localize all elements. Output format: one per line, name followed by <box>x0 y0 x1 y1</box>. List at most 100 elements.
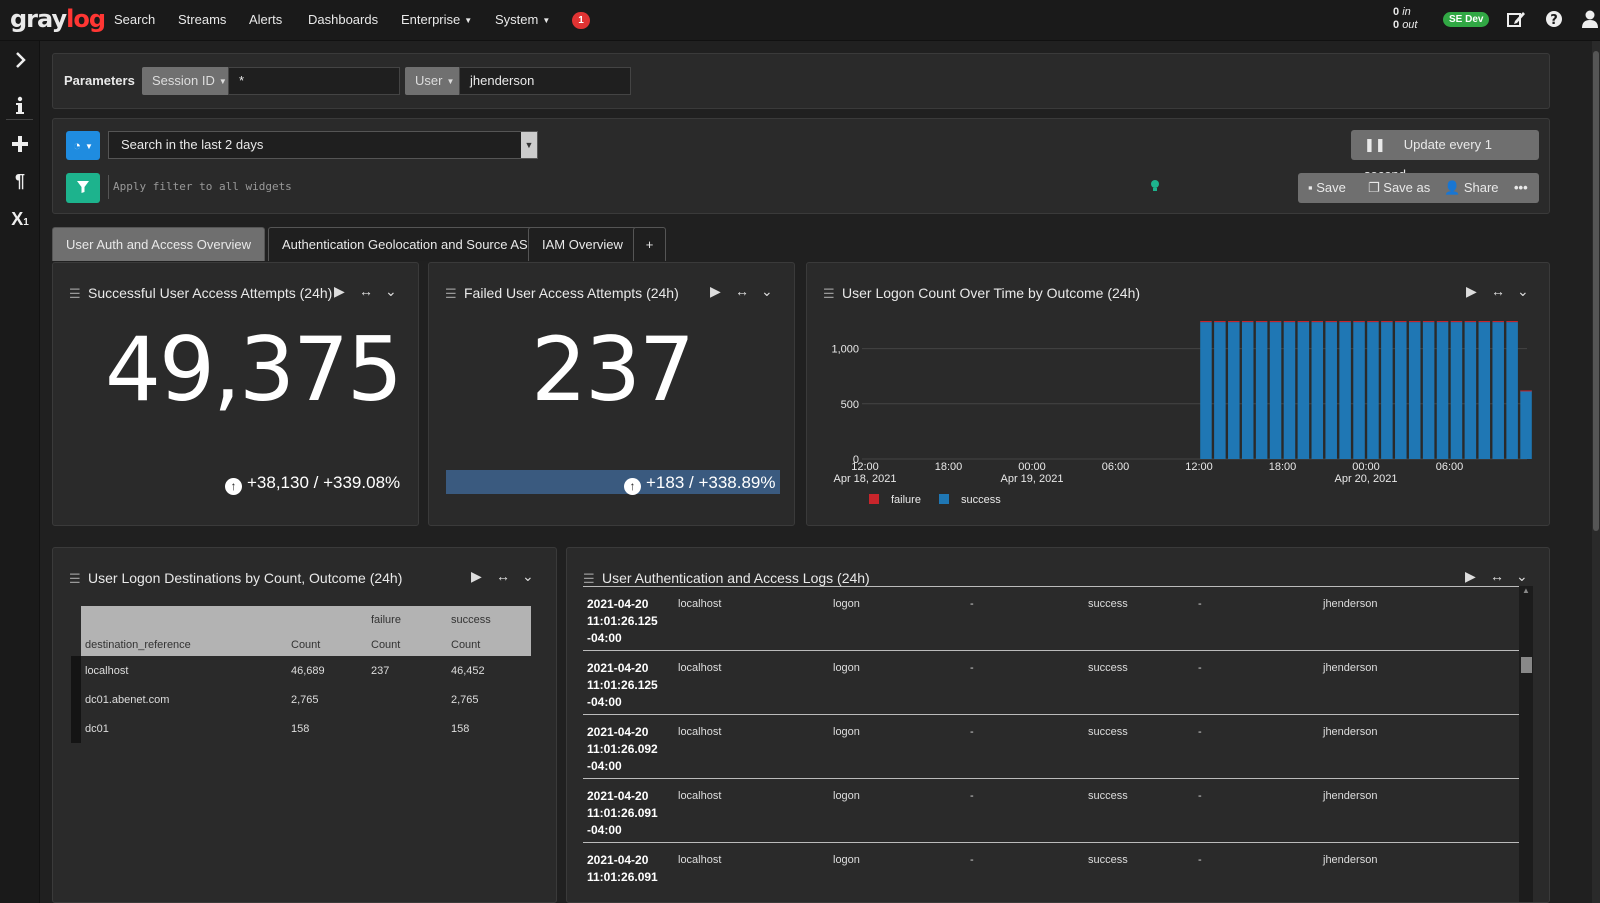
drag-handle-icon[interactable]: ☰ <box>445 286 457 301</box>
more-actions-icon[interactable]: ••• <box>1514 180 1528 195</box>
widget-title: ☰ User Logon Count Over Time by Outcome (… <box>823 285 1140 302</box>
page-scrollbar-thumb[interactable] <box>1593 51 1599 531</box>
col-success-count[interactable]: Count <box>451 639 481 651</box>
param-user-button[interactable]: User ▼ <box>405 67 465 95</box>
refresh-interval-button[interactable]: ❚❚Update every 1 second▼ <box>1351 130 1539 182</box>
save-as-button[interactable]: ❐ Save as <box>1368 173 1430 203</box>
cell-user: jhenderson <box>1323 790 1378 802</box>
expand-horizontal-icon[interactable]: ↔ <box>1491 283 1505 299</box>
bar-failure <box>1478 321 1491 323</box>
widget-logon-count-chart: ☰ User Logon Count Over Time by Outcome (… <box>806 262 1550 526</box>
lightbulb-icon[interactable] <box>1150 179 1160 193</box>
info-icon[interactable] <box>9 95 31 117</box>
cell-field: - <box>970 854 974 866</box>
tab-authentication-geolocation[interactable]: Authentication Geolocation and Source AS <box>268 227 542 261</box>
nav-system[interactable]: System ▼ <box>495 12 550 27</box>
expand-horizontal-icon[interactable]: ↔ <box>359 283 373 299</box>
bar-success <box>1408 322 1421 459</box>
log-row[interactable]: 2021-04-20 11:01:26.125 -04:00 localhost log… <box>583 650 1531 714</box>
chevron-down-icon[interactable]: ⌄ <box>761 283 773 299</box>
param-session-id-input[interactable]: * <box>228 67 400 95</box>
edit-icon[interactable] <box>1506 9 1526 31</box>
bar-success <box>1311 322 1324 459</box>
log-row[interactable]: 2021-04-20 11:01:26.091 -04:00 localhost log… <box>583 778 1531 842</box>
nav-enterprise-label: Enterprise <box>401 12 461 27</box>
filter-query-input[interactable]: Apply filter to all widgets <box>113 180 292 193</box>
bar-failure <box>1353 321 1365 323</box>
bar-success <box>1228 322 1240 459</box>
graylog-logo[interactable]: graylog <box>10 5 106 33</box>
chevron-down-icon[interactable]: ⌄ <box>522 568 534 584</box>
col-destination-reference[interactable]: destination_reference <box>85 639 191 651</box>
widget-title: ☰ User Logon Destinations by Count, Outco… <box>69 570 402 587</box>
bar-failure <box>1339 321 1351 323</box>
page-scrollbar[interactable] <box>1592 41 1600 903</box>
drag-handle-icon[interactable]: ☰ <box>69 571 81 586</box>
scrollbar-thumb[interactable] <box>1521 657 1532 673</box>
tab-iam-overview[interactable]: IAM Overview <box>528 227 637 261</box>
throughput-indicator[interactable]: 0 in 0 out <box>1393 6 1417 32</box>
timestamp-line: -04:00 <box>587 759 622 773</box>
log-row[interactable]: 2021-04-20 11:01:26.125 -04:00 localhost log… <box>583 586 1531 650</box>
bar-success <box>1241 322 1254 459</box>
play-icon[interactable]: ▶ <box>1465 568 1476 584</box>
widget-title: ☰ Failed User Access Attempts (24h) <box>445 285 679 302</box>
col-count[interactable]: Count <box>291 639 321 651</box>
legend-swatch <box>869 494 879 504</box>
subscript-icon[interactable]: X1 <box>11 209 29 229</box>
help-icon[interactable]: ? <box>1544 9 1564 31</box>
x-tick-date-label: Apr 19, 2021 <box>1001 473 1064 485</box>
share-button[interactable]: 👤 Share <box>1444 173 1499 203</box>
drag-handle-icon[interactable]: ☰ <box>823 286 835 301</box>
chevron-right-icon[interactable] <box>9 49 31 71</box>
plus-icon[interactable] <box>9 133 31 155</box>
nav-dashboards[interactable]: Dashboards <box>308 12 379 27</box>
bar-success <box>1297 322 1310 459</box>
param-session-id-button[interactable]: Session ID ▼ <box>142 67 237 95</box>
log-row[interactable]: 2021-04-20 11:01:26.092 -04:00 localhost log… <box>583 714 1531 778</box>
play-icon[interactable]: ▶ <box>471 568 482 584</box>
cell-field: - <box>1198 598 1202 610</box>
log-scrollbar[interactable]: ▲ <box>1519 586 1533 902</box>
expand-horizontal-icon[interactable]: ↔ <box>735 283 749 299</box>
save-as-button-label: Save as <box>1383 180 1431 195</box>
x-tick-label: 12:00 <box>851 461 879 473</box>
paragraph-icon[interactable]: ¶ <box>14 171 25 191</box>
filter-button[interactable] <box>66 173 100 203</box>
col-failure-count[interactable]: Count <box>371 639 401 651</box>
log-row[interactable]: 2021-04-20 11:01:26.091 localhost logon - suc… <box>583 842 1531 902</box>
expand-horizontal-icon[interactable]: ↔ <box>496 568 510 584</box>
filter-icon <box>77 181 89 193</box>
save-button[interactable]: ▪ Save <box>1308 173 1346 203</box>
bar-success <box>1381 322 1393 459</box>
cell-source: localhost <box>678 598 722 610</box>
notification-badge[interactable]: 1 <box>572 12 590 29</box>
param-user-input[interactable]: jhenderson <box>459 67 631 95</box>
chevron-down-icon[interactable]: ⌄ <box>1516 568 1528 584</box>
time-range-select[interactable]: Search in the last 2 days ▼ <box>108 131 538 159</box>
chevron-down-icon[interactable]: ▼ <box>521 132 537 158</box>
nav-streams[interactable]: Streams <box>178 12 227 27</box>
tab-user-auth-overview[interactable]: User Auth and Access Overview ▼ <box>52 227 265 286</box>
scroll-up-icon[interactable]: ▲ <box>1522 586 1530 595</box>
nav-search[interactable]: Search <box>114 12 156 27</box>
chevron-down-icon[interactable]: ⌄ <box>1517 283 1529 299</box>
play-icon[interactable]: ▶ <box>1466 283 1477 299</box>
user-icon[interactable] <box>1580 9 1600 31</box>
nav-alerts[interactable]: Alerts <box>249 12 283 27</box>
search-bar-panel: ◔ ▼ Search in the last 2 days ▼ Apply fil… <box>52 118 1550 214</box>
nav-enterprise[interactable]: Enterprise ▼ <box>401 12 472 27</box>
chevron-down-icon[interactable]: ⌄ <box>385 283 397 299</box>
add-tab-button[interactable]: + <box>633 227 666 261</box>
y-tick-label: 500 <box>841 399 859 411</box>
play-icon[interactable]: ▶ <box>710 283 721 299</box>
time-range-type-button[interactable]: ◔ ▼ <box>66 131 100 160</box>
drag-handle-icon[interactable]: ☰ <box>583 571 595 586</box>
play-icon[interactable]: ▶ <box>334 283 345 299</box>
widget-title-text: User Logon Destinations by Count, Outcom… <box>88 570 403 586</box>
drag-handle-icon[interactable]: ☰ <box>69 286 81 301</box>
trend-value: +38,130 / +339.08% <box>247 473 401 492</box>
expand-horizontal-icon[interactable]: ↔ <box>1490 568 1504 584</box>
throughput-in-value: 0 <box>1393 6 1400 18</box>
bar-success <box>1464 322 1477 459</box>
